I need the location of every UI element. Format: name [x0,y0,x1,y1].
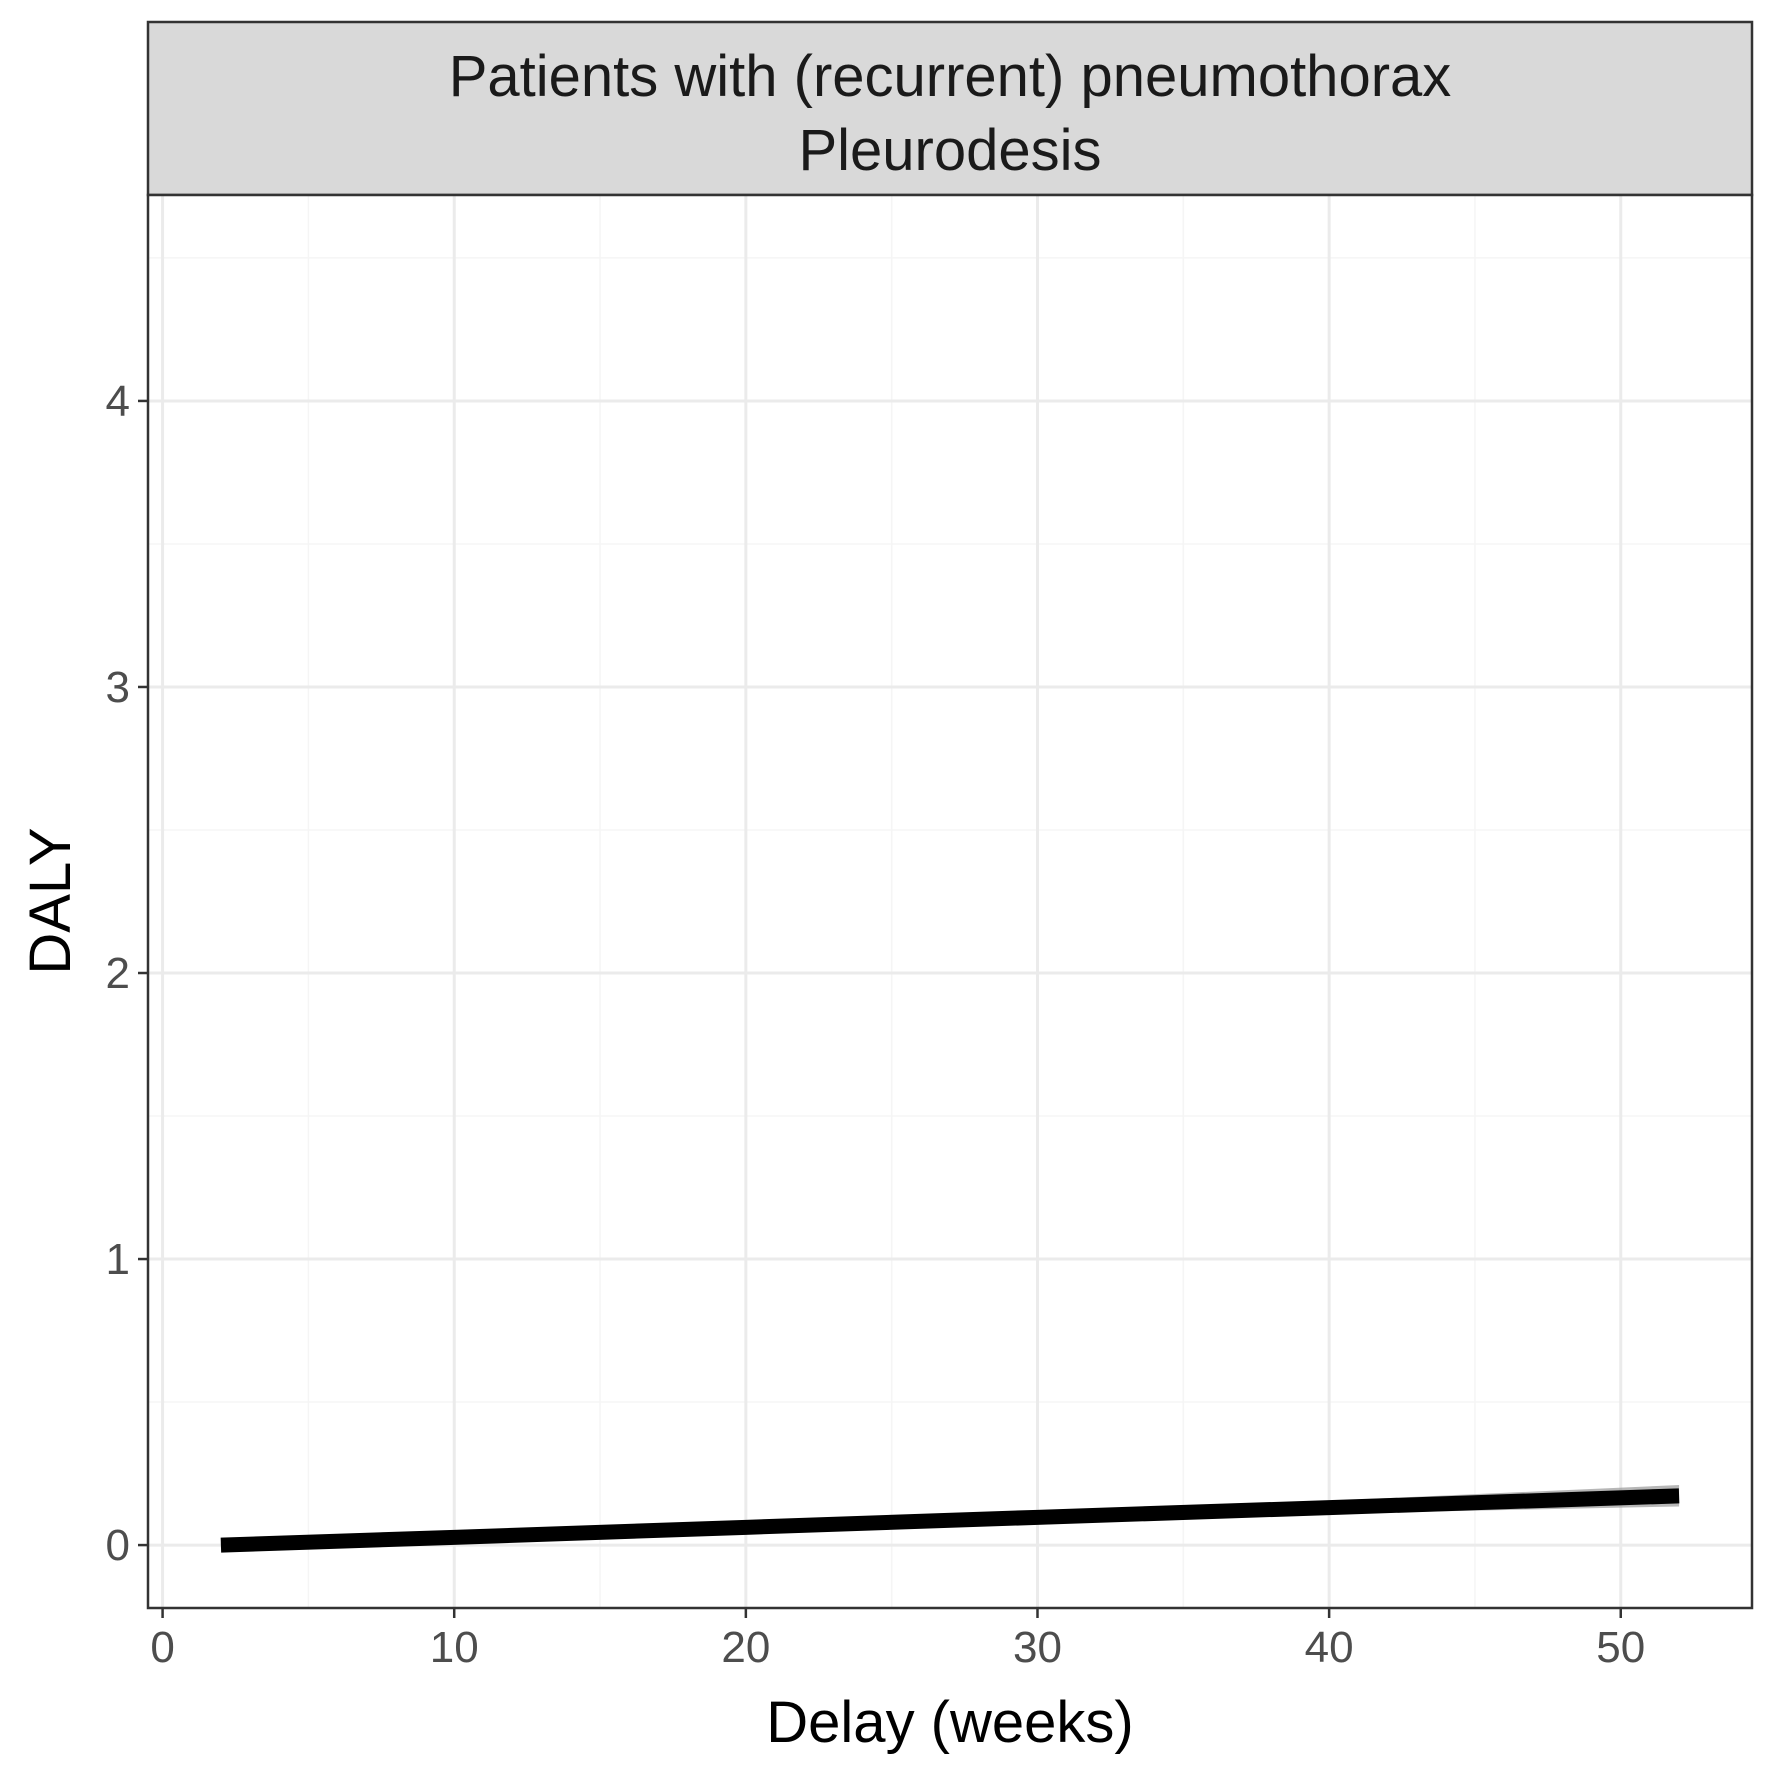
grid-minor [148,195,1752,1608]
x-tick-label: 30 [1013,1623,1062,1672]
plot-panel-border [146,193,1754,1610]
series-line [220,1488,1680,1553]
facet-strip-title-line2: Pleurodesis [798,118,1101,183]
y-tick-label: 3 [106,663,130,712]
y-tick-label: 2 [106,949,130,998]
x-axis: 0 10 20 30 40 50 [150,1608,1645,1672]
series-layer [220,1485,1680,1553]
x-tick-label: 20 [721,1623,770,1672]
x-tick-label: 50 [1596,1623,1645,1672]
x-tick-label: 40 [1305,1623,1354,1672]
y-axis-title: DALY [18,827,83,974]
facet-strip-title-line1: Patients with (recurrent) pneumothorax [449,44,1452,109]
grid-major [148,195,1752,1608]
y-axis: 0 1 2 3 4 [106,377,148,1570]
facet-strip-background [146,20,1754,197]
y-tick-label: 0 [106,1521,130,1570]
x-tick-label: 10 [430,1623,479,1672]
x-tick-label: 0 [150,1623,174,1672]
y-tick-label: 1 [106,1235,130,1284]
plot-panel [148,195,1752,1608]
y-tick-label: 4 [106,377,130,426]
x-axis-title: Delay (weeks) [766,1690,1133,1755]
